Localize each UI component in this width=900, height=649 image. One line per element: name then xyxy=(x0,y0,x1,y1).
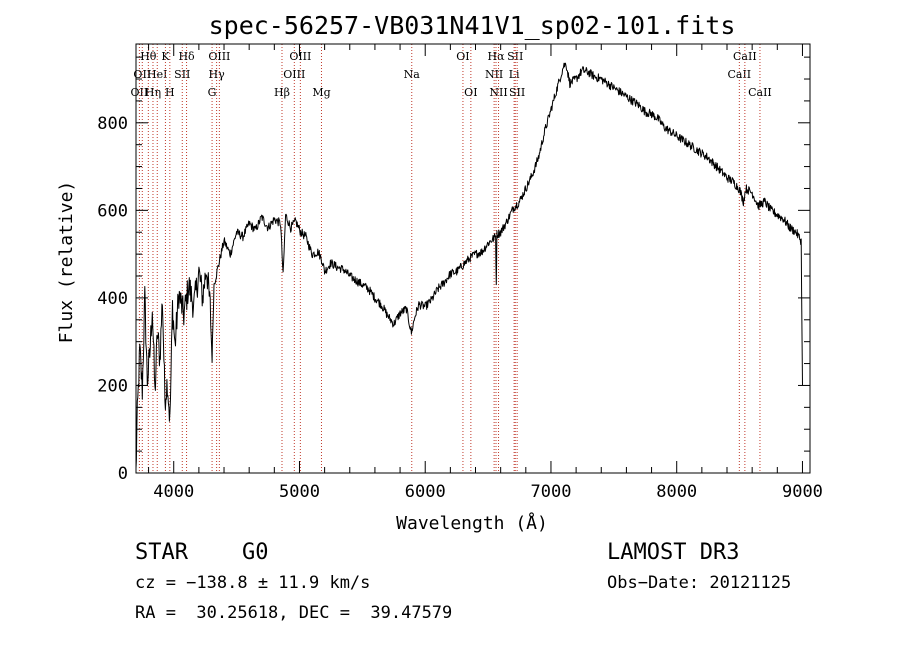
line-label: OII xyxy=(133,68,151,81)
line-label: OIII xyxy=(283,68,305,81)
y-axis-label: Flux (relative) xyxy=(56,181,77,344)
emission-line-markers: OII OII Hθ Hη HeI K H SII Hδ G Hγ OIII Hβ OIII OIII Mg N… xyxy=(131,44,772,473)
flux-series xyxy=(135,62,803,469)
line-label: Hα xyxy=(487,50,505,63)
line-label: HeI xyxy=(147,68,167,81)
line-label: G xyxy=(208,86,217,99)
redshift-velocity: cz = −138.8 ± 11.9 km/s xyxy=(135,573,371,593)
y-tick-label: 600 xyxy=(97,201,128,221)
x-tick-label: 8000 xyxy=(656,482,697,502)
x-tick-label: 9000 xyxy=(782,482,823,502)
y-tick-label: 0 xyxy=(118,464,128,484)
axis-ticks: 4000 5000 6000 7000 8000 9000 0 200 400 600 800 xyxy=(97,44,823,502)
line-label: Mg xyxy=(312,86,330,99)
line-label: Hγ xyxy=(209,68,226,81)
line-label: OI xyxy=(464,86,477,99)
survey-name: LAMOST DR3 xyxy=(607,540,740,565)
line-label: CaII xyxy=(733,50,757,63)
coordinates: RA = 30.25618, DEC = 39.47579 xyxy=(135,603,453,623)
line-label: SII xyxy=(507,50,523,63)
line-label: SII xyxy=(174,68,190,81)
plot-frame xyxy=(135,43,811,474)
line-label: H xyxy=(165,86,175,99)
line-label: NII xyxy=(489,86,507,99)
x-tick-label: 7000 xyxy=(530,482,571,502)
line-label: OIII xyxy=(208,50,230,63)
y-tick-label: 800 xyxy=(97,114,128,134)
chart-title: spec-56257-VB031N41V1_sp02-101.fits xyxy=(209,11,736,40)
line-label: OII xyxy=(131,86,149,99)
line-label: NII xyxy=(485,68,503,81)
line-label: SII xyxy=(509,86,525,99)
line-label: OI xyxy=(456,50,469,63)
line-label: Hβ xyxy=(274,86,290,99)
flux-line xyxy=(135,62,803,469)
x-axis-label: Wavelength (Å) xyxy=(396,512,548,534)
spectral-class: STAR xyxy=(135,540,188,565)
line-label: Na xyxy=(404,68,421,81)
line-label: Hη xyxy=(145,86,161,99)
line-label: Hδ xyxy=(178,50,195,63)
line-label: Hθ xyxy=(140,50,157,63)
x-tick-label: 5000 xyxy=(279,482,320,502)
x-tick-label: 4000 xyxy=(153,482,194,502)
x-tick-label: 6000 xyxy=(405,482,446,502)
line-label: OIII xyxy=(289,50,311,63)
line-label: CaII xyxy=(748,86,772,99)
line-label: Li xyxy=(509,68,520,81)
line-label: K xyxy=(161,50,170,63)
line-label: CaII xyxy=(727,68,751,81)
y-tick-label: 200 xyxy=(97,376,128,396)
spectral-subclass: G0 xyxy=(242,540,269,565)
y-tick-label: 400 xyxy=(97,289,128,309)
observation-date: Obs−Date: 20121125 xyxy=(607,573,792,593)
